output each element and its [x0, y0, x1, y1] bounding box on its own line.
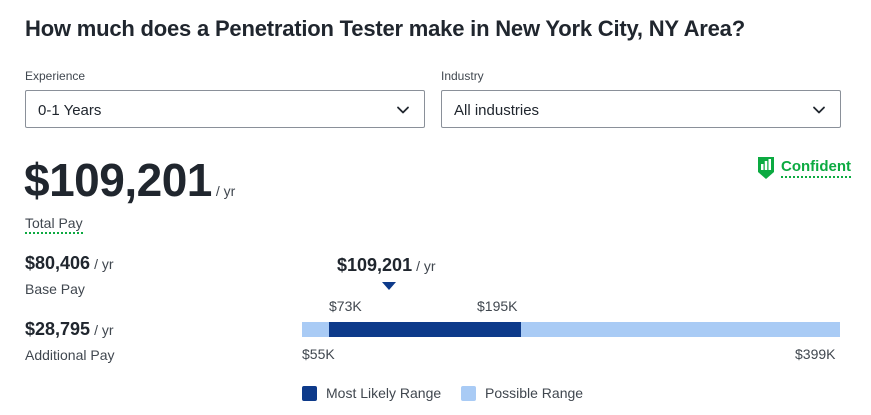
legend-possible-swatch	[461, 385, 476, 401]
experience-select[interactable]: 0-1 Years	[25, 90, 425, 128]
range-marker-unit: / yr	[416, 258, 436, 274]
range-marker-value: $109,201	[337, 255, 413, 275]
likely-range-low-label: $73K	[329, 298, 362, 314]
total-pay-value: $109,201	[24, 154, 212, 206]
chevron-down-icon	[397, 106, 409, 114]
range-marker-arrow-icon	[382, 282, 396, 290]
confidence-label: Confident	[781, 158, 851, 178]
likely-range-bar	[329, 322, 521, 337]
page-title: How much does a Penetration Tester make …	[25, 16, 745, 41]
range-marker-amount: $109,201/ yr	[337, 255, 436, 276]
possible-range-high-label: $399K	[795, 346, 836, 362]
likely-range-high-label: $195K	[477, 298, 518, 314]
industry-select[interactable]: All industries	[441, 90, 841, 128]
additional-pay-value: $28,795	[25, 319, 91, 339]
base-pay-amount: $80,406/ yr	[25, 253, 114, 274]
industry-label: Industry	[441, 69, 484, 83]
additional-pay-label: Additional Pay	[25, 347, 115, 363]
legend-possible-label: Possible Range	[485, 385, 584, 401]
additional-pay-unit: / yr	[94, 322, 114, 338]
chevron-down-icon	[813, 106, 825, 114]
legend-possible: Possible Range	[461, 385, 583, 401]
confidence-bars-icon	[758, 157, 774, 179]
possible-range-low-label: $55K	[302, 346, 335, 362]
confidence-badge[interactable]: Confident	[756, 154, 851, 182]
total-pay-amount: $109,201/ yr	[24, 153, 235, 207]
total-pay-unit: / yr	[215, 183, 236, 199]
additional-pay-amount: $28,795/ yr	[25, 319, 114, 340]
legend-likely-swatch	[302, 385, 317, 401]
industry-select-value: All industries	[454, 102, 540, 119]
experience-label: Experience	[25, 69, 86, 83]
base-pay-label: Base Pay	[25, 281, 85, 297]
total-pay-label[interactable]: Total Pay	[25, 215, 83, 234]
experience-select-value: 0-1 Years	[38, 102, 102, 119]
base-pay-value: $80,406	[25, 253, 91, 273]
legend-likely-label: Most Likely Range	[326, 385, 442, 401]
legend-likely: Most Likely Range	[302, 385, 441, 401]
base-pay-unit: / yr	[94, 256, 114, 272]
